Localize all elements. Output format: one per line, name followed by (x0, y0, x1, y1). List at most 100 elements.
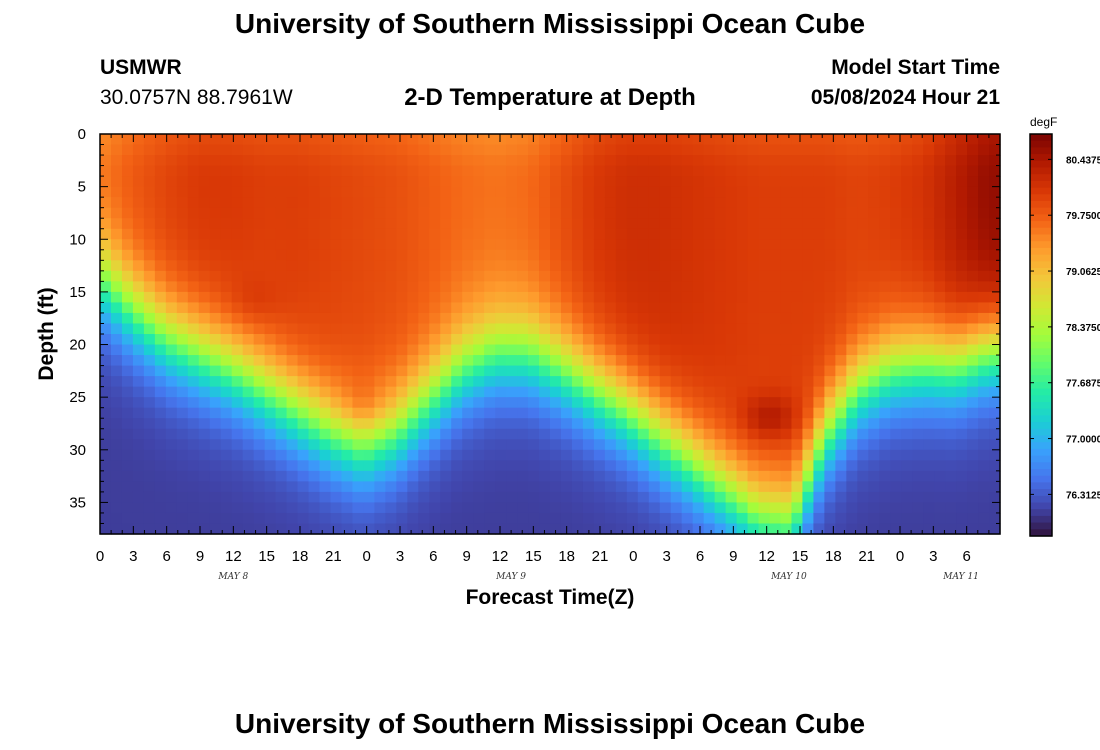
heatmap-cell (286, 334, 299, 346)
heatmap-cell (484, 323, 496, 335)
heatmap-cell (121, 165, 134, 177)
heatmap-cell (209, 228, 222, 240)
heatmap-cell (352, 281, 365, 293)
heatmap-cell (176, 439, 189, 451)
heatmap-cell (791, 355, 804, 367)
heatmap-cell (736, 249, 749, 261)
heatmap-cell (396, 491, 408, 504)
heatmap-cell (198, 302, 211, 314)
heatmap-cell (637, 218, 650, 230)
heatmap-cell (978, 334, 990, 346)
heatmap-cell (835, 428, 847, 440)
heatmap-cell (440, 323, 452, 335)
heatmap-cell (945, 134, 957, 146)
heatmap-cell (945, 355, 957, 367)
heatmap-cell (890, 386, 902, 398)
heatmap-cell (824, 397, 836, 409)
heatmap-cell (912, 228, 924, 240)
heatmap-cell (539, 165, 551, 177)
heatmap-cell (418, 344, 430, 356)
heatmap-cell (868, 176, 880, 188)
heatmap-cell (780, 344, 793, 356)
heatmap-cell (736, 481, 749, 493)
x-tick-label: 18 (825, 548, 842, 565)
heatmap-cell (154, 376, 167, 388)
heatmap-cell (714, 397, 727, 409)
heatmap-cell (637, 344, 650, 356)
heatmap-cell (901, 418, 913, 430)
heatmap-cell (857, 481, 869, 493)
heatmap-cell (550, 481, 562, 493)
heatmap-cell (670, 512, 683, 525)
heatmap-cell (868, 312, 880, 325)
heatmap-cell (132, 407, 145, 419)
heatmap-cell (967, 502, 979, 514)
heatmap-cell (725, 197, 738, 209)
heatmap-cell (484, 407, 496, 419)
heatmap-cell (934, 165, 946, 177)
heatmap-cell (725, 407, 738, 419)
colorbar-segment (1030, 515, 1052, 524)
heatmap-cell (692, 481, 705, 493)
heatmap-cell (132, 502, 145, 514)
heatmap-cell (912, 407, 924, 419)
heatmap-cell (604, 176, 617, 188)
heatmap-cell (813, 439, 825, 451)
heatmap-cell (176, 460, 189, 472)
heatmap-cell (132, 355, 145, 367)
heatmap-cell (132, 397, 145, 409)
heatmap-cell (923, 397, 935, 409)
colorbar-segment (1030, 341, 1052, 349)
heatmap-cell (637, 186, 650, 198)
heatmap-cell (198, 176, 211, 188)
heatmap-cell (100, 439, 112, 451)
heatmap-cell (956, 302, 968, 314)
heatmap-cell (637, 134, 650, 146)
heatmap-cell (978, 397, 990, 409)
heatmap-cell (978, 428, 990, 440)
heatmap-cell (132, 344, 145, 356)
heatmap-cell (846, 460, 858, 472)
heatmap-cell (659, 323, 672, 335)
heatmap-cell (637, 155, 650, 167)
heatmap-cell (879, 449, 891, 461)
heatmap-cell (330, 165, 343, 177)
heatmap-cell (978, 239, 990, 251)
heatmap-cell (220, 512, 233, 525)
heatmap-cell (264, 407, 277, 419)
heatmap-cell (110, 334, 123, 346)
heatmap-cell (154, 334, 167, 346)
heatmap-cell (429, 323, 441, 335)
heatmap-cell (758, 207, 771, 219)
heatmap-cell (857, 470, 869, 482)
heatmap-cell (978, 165, 990, 177)
heatmap-cell (604, 449, 617, 461)
heatmap-cell (550, 207, 562, 219)
heatmap-cell (121, 312, 134, 325)
heatmap-cell (132, 386, 145, 398)
heatmap-cell (725, 176, 738, 188)
heatmap-cell (308, 165, 321, 177)
heatmap-cell (198, 512, 211, 525)
heatmap-cell (506, 134, 518, 146)
heatmap-cell (319, 260, 332, 272)
heatmap-cell (495, 134, 507, 146)
heatmap-cell (100, 491, 112, 504)
heatmap-cell (659, 228, 672, 240)
heatmap-cell (912, 428, 924, 440)
heatmap-cell (319, 428, 332, 440)
heatmap-cell (604, 397, 617, 409)
heatmap-cell (407, 365, 419, 377)
heatmap-cell (176, 428, 189, 440)
heatmap-cell (165, 186, 178, 198)
heatmap-cell (736, 365, 749, 377)
heatmap-cell (582, 291, 595, 304)
heatmap-cell (637, 207, 650, 219)
heatmap-cell (824, 365, 836, 377)
heatmap-cell (484, 186, 496, 198)
heatmap-cell (956, 449, 968, 461)
heatmap-cell (539, 176, 551, 188)
heatmap-cell (110, 165, 123, 177)
heatmap-cell (670, 186, 683, 198)
heatmap-cell (440, 470, 452, 482)
